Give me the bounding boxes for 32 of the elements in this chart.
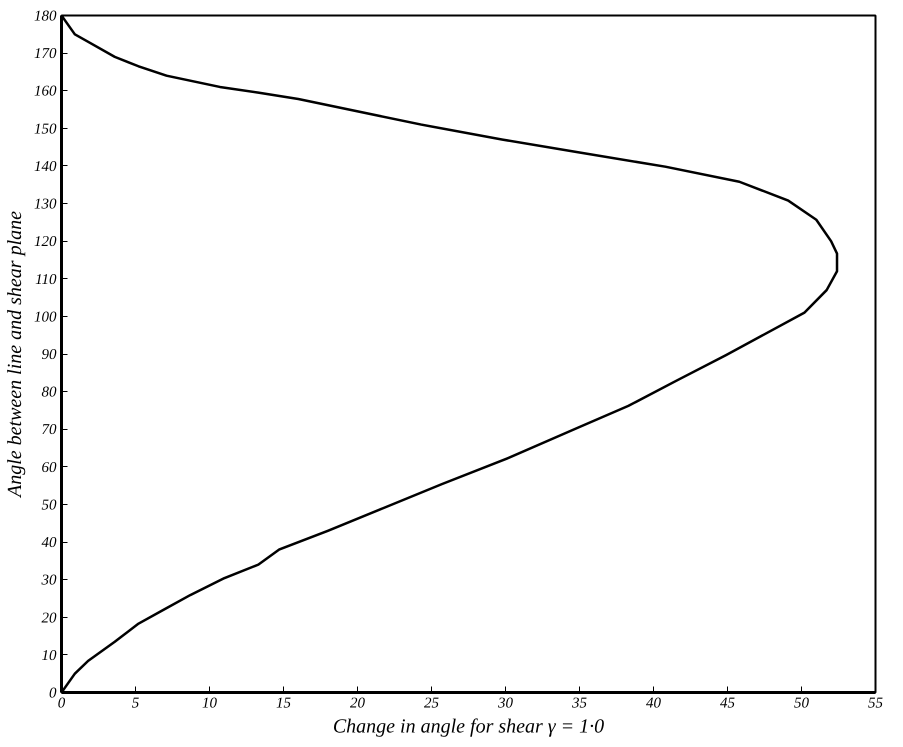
x-axis-title: Change in angle for shear γ = 1·0 xyxy=(332,716,604,738)
y-tick-label: 160 xyxy=(34,84,57,100)
y-tick-label: 10 xyxy=(42,648,57,664)
x-tick-label: 50 xyxy=(794,696,810,712)
x-tick-label: 20 xyxy=(350,696,366,712)
x-tick-label: 30 xyxy=(497,696,514,712)
y-tick-label: 50 xyxy=(42,497,57,514)
y-tick-label: 80 xyxy=(42,384,57,401)
y-tick-label: 20 xyxy=(42,610,57,626)
y-tick-label: 130 xyxy=(34,196,57,213)
y-tick-label: 100 xyxy=(34,309,57,326)
y-tick-label: 0 xyxy=(49,686,57,702)
y-tick-label: 40 xyxy=(42,535,57,552)
x-tick-label: 45 xyxy=(720,696,736,712)
x-tick-label: 5 xyxy=(132,696,140,712)
x-tick-label: 55 xyxy=(868,696,884,712)
x-tick-label: 10 xyxy=(202,696,218,712)
x-tick-label: 25 xyxy=(424,696,440,712)
y-tick-label: 180 xyxy=(34,8,57,24)
x-tick-label: 15 xyxy=(276,696,292,712)
y-tick-label: 140 xyxy=(34,158,57,175)
y-tick-label: 70 xyxy=(42,422,57,438)
y-axis-title: Angle between line and shear plane xyxy=(4,210,26,500)
y-tick-label: 150 xyxy=(34,121,57,138)
x-tick-label: 40 xyxy=(646,696,662,712)
y-tick-label: 60 xyxy=(42,460,57,476)
y-tick-label: 90 xyxy=(42,347,57,363)
y-tick-label: 120 xyxy=(34,234,57,250)
y-tick-label: 110 xyxy=(35,272,57,288)
y-tick-label: 30 xyxy=(40,572,57,589)
y-tick-label: 170 xyxy=(34,46,57,62)
x-tick-label: 35 xyxy=(571,696,588,712)
